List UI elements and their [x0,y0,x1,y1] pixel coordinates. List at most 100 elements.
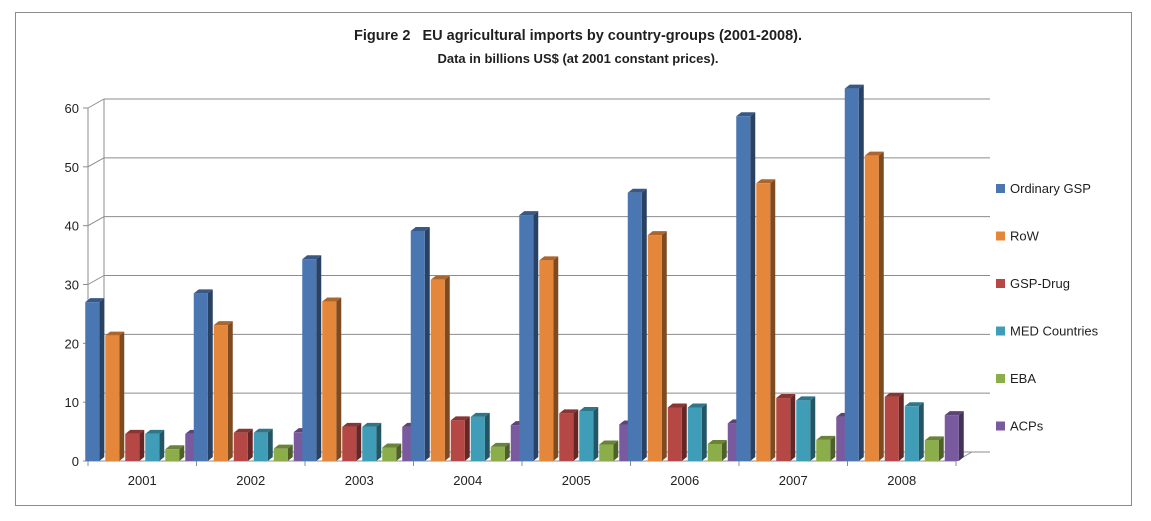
bar-front [490,446,505,461]
gridline-depth [87,98,105,109]
x-tick-label: 2005 [562,473,591,488]
bar-side [810,396,816,461]
bar-top [490,442,510,447]
bar-top [519,211,539,216]
legend-label: GSP-Drug [1010,276,1070,291]
bar-side [721,439,727,461]
bar [627,188,647,461]
bar-side [681,403,687,461]
bar-side [613,440,619,461]
bar [579,406,599,461]
bar-front [944,415,959,461]
bar-front [687,407,702,461]
bar-top [302,255,322,260]
bars [85,84,964,462]
bar-top [165,445,185,450]
bar-front [647,235,662,461]
y-axis-ticks: 0 10 20 30 40 50 60 [65,101,88,469]
bar-front [450,420,465,461]
bar [816,435,836,461]
bar-front [667,407,682,461]
bar-top [145,429,165,434]
legend-swatch [996,326,1005,336]
legend-label: ACPs [1010,419,1044,434]
bar-side [356,422,362,461]
bar-side [316,255,322,461]
bar-front [342,426,357,461]
chart-title: Figure 2 EU agricultural imports by coun… [354,28,802,44]
bar [322,297,342,461]
bar-top [796,396,816,401]
bar-front [85,302,100,461]
bar-side [119,331,125,461]
bar-side [376,422,382,461]
bar-front [430,279,445,461]
bar-top [105,331,125,336]
bar-side [593,406,599,461]
bar-top [944,411,964,416]
bar [450,416,470,461]
bar-front [362,426,377,461]
bar-side [790,394,796,461]
legend: Ordinary GSP RoW GSP-Drug MED Countries EBA A… [996,181,1099,434]
bar [844,84,864,462]
x-tick-label: 2001 [128,473,157,488]
bar-side [267,428,273,461]
bar [796,396,816,461]
bar-side [484,412,490,461]
bar-front [904,406,919,461]
bar-side [938,436,944,461]
y-tick-label: 60 [65,101,79,116]
bar [944,411,964,461]
bar-side [179,445,185,461]
bar-top [776,394,796,399]
bar-front [579,410,594,461]
bar-top [322,297,342,302]
bar-side [139,429,145,461]
bar-side [553,256,559,461]
gridline-depth [87,275,105,285]
bar-top [253,428,273,433]
bar [470,412,490,461]
legend-item: ACPs [996,419,1044,434]
bar-top [627,188,647,193]
bar [756,179,776,461]
bar [165,445,185,461]
bar-front [844,88,859,462]
x-tick-label: 2004 [453,473,482,488]
bar [904,402,924,461]
bar [559,409,579,461]
bar-top [844,84,864,89]
legend-label: RoW [1010,229,1040,244]
bar-front [776,398,791,461]
bar [736,112,756,461]
bar-front [796,400,811,461]
bar [667,403,687,461]
y-tick-label: 0 [72,454,79,469]
bar-top [213,321,233,326]
bar-front [410,230,425,461]
chart-area: Figure 2 EU agricultural imports by coun… [15,12,1132,506]
y-tick-label: 30 [65,278,79,293]
bar-side [701,403,707,461]
bar-front [165,449,180,461]
bar-top [904,402,924,407]
bar-front [756,183,771,461]
bar-front [253,432,268,461]
bar [430,275,450,461]
legend-item: GSP-Drug [996,276,1070,291]
bar-top [579,406,599,411]
bar-front [599,444,614,461]
bar [410,226,430,461]
bar [687,403,707,461]
bar [213,321,233,461]
bar-front [539,260,554,461]
bar-side [533,211,539,461]
bar-front [470,416,485,461]
bar-front [864,155,879,461]
bar [599,440,619,461]
bar-side [878,151,884,461]
bar-side [336,297,342,461]
bar-top [125,429,145,434]
bar-side [918,402,924,461]
